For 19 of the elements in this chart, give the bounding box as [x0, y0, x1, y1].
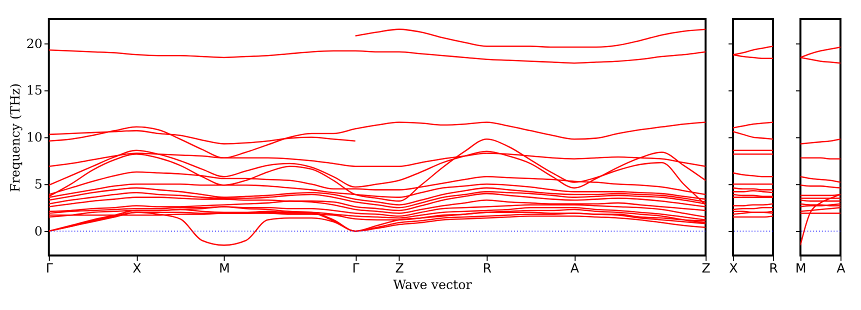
x-tick-label: X: [729, 260, 738, 276]
x-tick-label: A: [836, 260, 846, 276]
y-tick-label: 10: [26, 130, 43, 145]
x-tick-label: Z: [395, 260, 404, 276]
x-tick-label: Z: [702, 260, 711, 276]
x-tick-label: M: [795, 260, 806, 276]
y-axis-title: Frequency (THz): [8, 83, 23, 192]
x-tick-label: Γ: [46, 260, 53, 276]
x-tick-label: A: [570, 260, 580, 276]
y-tick-label: 0: [34, 224, 43, 238]
x-tick-label: Γ: [352, 260, 360, 276]
x-tick-label: R: [482, 260, 492, 276]
y-tick-label: 5: [34, 176, 43, 192]
x-tick-label: M: [219, 260, 230, 276]
x-tick-label: R: [769, 260, 778, 276]
x-tick-label: X: [132, 260, 142, 276]
y-tick-label: 20: [26, 36, 43, 51]
y-tick-label: 15: [26, 82, 43, 98]
x-axis-title: Wave vector: [393, 277, 473, 292]
